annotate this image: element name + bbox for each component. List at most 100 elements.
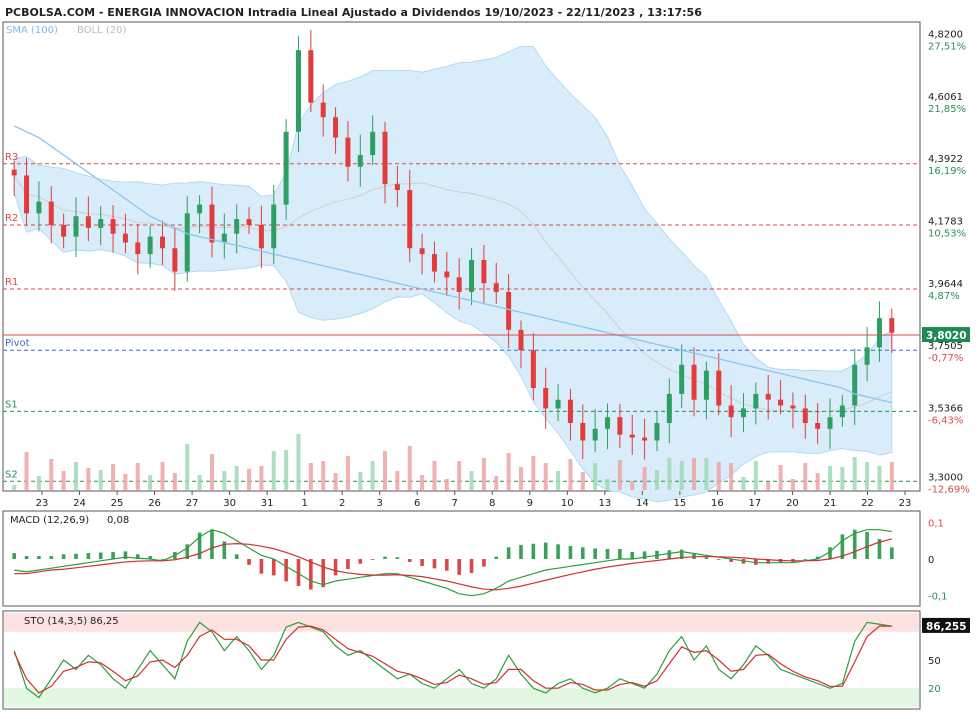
volume-bar	[86, 468, 91, 490]
candle-body	[802, 408, 808, 424]
macd-histogram-bar	[840, 534, 845, 559]
y-tick-price: 4,3922	[928, 154, 963, 165]
macd-histogram-bar	[568, 546, 573, 559]
volume-bar	[865, 462, 870, 490]
x-tick-label: 16	[711, 498, 724, 509]
candle-body	[778, 399, 784, 406]
macd-histogram-bar	[271, 559, 276, 576]
macd-histogram-bar	[61, 554, 66, 559]
macd-histogram-bar	[74, 553, 78, 559]
macd-histogram-bar	[580, 547, 585, 559]
macd-histogram-bar	[210, 529, 214, 559]
volume-bar	[568, 459, 573, 490]
candle-body	[889, 318, 895, 333]
macd-histogram-bar	[890, 547, 894, 559]
volume-bar	[135, 463, 140, 490]
macd-histogram-bar	[383, 556, 387, 559]
sto-panel	[2, 610, 921, 710]
last-price-label: 3,8020	[926, 330, 967, 342]
volume-bar	[605, 479, 610, 490]
sto-zones	[4, 613, 919, 707]
volume-bar	[790, 479, 795, 490]
volume-bar	[36, 476, 41, 490]
x-tick-label: 6	[414, 498, 420, 509]
candle-body	[308, 50, 314, 103]
volume-bar	[321, 461, 326, 490]
candle-body	[24, 175, 30, 214]
macd-histogram-bar	[543, 542, 548, 559]
volume-bar	[271, 451, 276, 490]
sma-legend: SMA (100)	[6, 25, 58, 36]
macd-histogram-bar	[358, 559, 363, 564]
sto-y-tick: 20	[928, 684, 941, 695]
candle-body	[320, 102, 326, 118]
macd-histogram-bar	[445, 559, 449, 571]
macd-histogram-bar	[420, 559, 424, 567]
volume-bar	[457, 461, 462, 490]
x-tick-label: 22	[861, 498, 874, 509]
x-tick-label: 9	[527, 498, 533, 509]
x-tick-label: 31	[261, 498, 274, 509]
candle-body	[234, 219, 240, 234]
candle-body	[382, 131, 388, 185]
volume-bar	[432, 461, 437, 490]
x-tick-label: 23	[36, 498, 49, 509]
level-label-s1: S1	[5, 399, 18, 410]
x-tick-label: 15	[674, 498, 687, 509]
macd-histogram-bar	[630, 551, 635, 559]
volume-bar	[469, 471, 474, 490]
candle-body	[679, 364, 685, 394]
volume-bar	[692, 458, 697, 490]
sto-oversold-zone	[4, 688, 919, 707]
macd-histogram-bar	[803, 559, 808, 560]
x-tick-label: 26	[148, 498, 161, 509]
last-price: 3,8020	[3, 327, 970, 343]
pivot-levels: R3 R2 R1 Pivot S1 S2	[3, 152, 920, 482]
macd-panel	[2, 510, 921, 607]
volume-bar	[407, 446, 412, 490]
x-tick-label: 20	[786, 498, 799, 509]
x-tick-label: 14	[636, 498, 649, 509]
candle-body	[73, 216, 79, 237]
candle-body	[419, 248, 425, 255]
y-tick-price: 3,9644	[928, 279, 963, 290]
level-label-r1: R1	[5, 277, 18, 288]
sto-label: STO (14,3,5)	[24, 616, 87, 627]
sto-y-tick: 50	[928, 656, 941, 667]
macd-histogram-bar	[519, 544, 523, 559]
volume-bar	[345, 456, 350, 490]
macd-histogram-bar	[234, 554, 239, 559]
y-tick-pct: -12,69%	[928, 484, 970, 495]
volume-bar	[98, 470, 103, 490]
candle-body	[258, 224, 264, 249]
y-tick-pct: 16,19%	[928, 166, 966, 177]
volume-bar	[24, 452, 29, 490]
volume-bar	[111, 464, 116, 490]
candle-body	[654, 423, 660, 441]
macd-chart: 0,1 0 -0,1	[12, 518, 948, 603]
candle-body	[666, 393, 672, 424]
macd-histogram-bar	[222, 541, 227, 559]
volume-bar	[61, 471, 66, 490]
level-label-s2: S2	[5, 469, 18, 480]
candle-body	[740, 408, 746, 418]
candle-body	[703, 370, 709, 400]
macd-histogram-bar	[346, 559, 350, 569]
macd-histogram-bar	[111, 551, 115, 559]
macd-histogram-bar	[457, 559, 461, 575]
sma-line	[13, 125, 892, 404]
candle-body	[370, 131, 376, 156]
volume-bar	[358, 472, 363, 490]
candle-body	[85, 216, 91, 228]
candle-body	[864, 347, 870, 365]
candle-body	[839, 405, 845, 418]
x-tick-label: 2	[339, 498, 345, 509]
volume-bar	[729, 463, 734, 490]
macd-histogram-bar	[259, 559, 264, 574]
volume-bar	[395, 471, 400, 490]
macd-histogram-bar	[49, 556, 54, 559]
candle-body	[629, 434, 635, 438]
x-tick-label: 10	[561, 498, 574, 509]
level-label-pivot: Pivot	[5, 338, 30, 349]
x-tick-label: 25	[111, 498, 124, 509]
